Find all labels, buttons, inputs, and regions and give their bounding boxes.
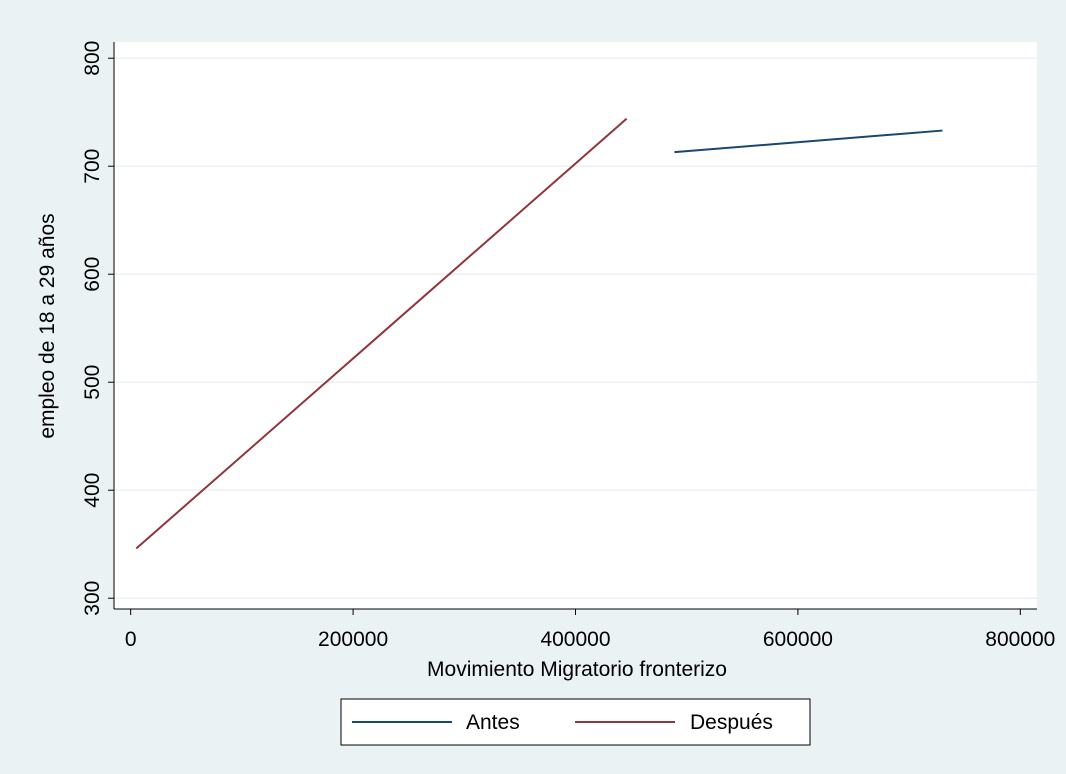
x-axis-label: Movimiento Migratorio fronterizo [427, 658, 727, 681]
x-tick-label: 0 [125, 628, 137, 651]
y-tick-label: 700 [81, 149, 104, 184]
y-ticks: 300 400 500 600 700 800 [81, 41, 114, 616]
x-tick-label: 200000 [318, 628, 388, 651]
x-tick-label: 600000 [763, 628, 833, 651]
series-lines [135, 117, 943, 550]
y-tick-label: 800 [81, 41, 104, 76]
x-tick-label: 400000 [540, 628, 610, 651]
x-ticks: 0 200000 400000 600000 800000 [125, 609, 1055, 651]
legend: Antes Después [340, 698, 811, 746]
legend-label-antes: Antes [466, 711, 520, 734]
y-tick-label: 400 [81, 473, 104, 508]
y-axis-label: empleo de 18 a 29 años [36, 213, 59, 438]
x-tick-label: 800000 [985, 628, 1055, 651]
y-tick-label: 300 [81, 581, 104, 616]
legend-label-despues: Después [690, 711, 773, 734]
series-line-antes [674, 129, 943, 154]
y-tick-label: 600 [81, 257, 104, 292]
gridlines [114, 57, 1037, 599]
y-tick-label: 500 [81, 365, 104, 400]
plot-area [114, 42, 1037, 609]
series-line-despues [135, 117, 628, 550]
